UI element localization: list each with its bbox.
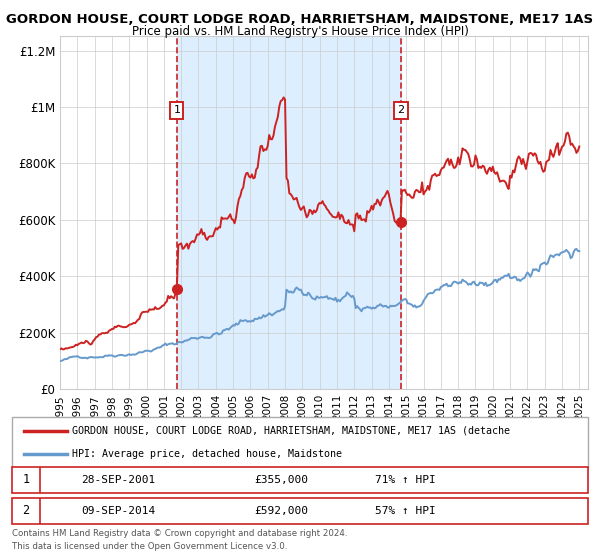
FancyBboxPatch shape xyxy=(12,417,588,468)
Text: 1: 1 xyxy=(22,473,29,487)
Text: 2: 2 xyxy=(22,504,29,517)
Text: HPI: Average price, detached house, Maidstone: HPI: Average price, detached house, Maid… xyxy=(73,449,343,459)
Text: Contains HM Land Registry data © Crown copyright and database right 2024.: Contains HM Land Registry data © Crown c… xyxy=(12,530,347,539)
Text: £592,000: £592,000 xyxy=(254,506,308,516)
Text: 57% ↑ HPI: 57% ↑ HPI xyxy=(375,506,436,516)
Text: £355,000: £355,000 xyxy=(254,475,308,485)
Text: GORDON HOUSE, COURT LODGE ROAD, HARRIETSHAM, MAIDSTONE, ME17 1AS (detache: GORDON HOUSE, COURT LODGE ROAD, HARRIETS… xyxy=(73,426,511,436)
Text: 28-SEP-2001: 28-SEP-2001 xyxy=(81,475,155,485)
Text: 09-SEP-2014: 09-SEP-2014 xyxy=(81,506,155,516)
Text: GORDON HOUSE, COURT LODGE ROAD, HARRIETSHAM, MAIDSTONE, ME17 1AS: GORDON HOUSE, COURT LODGE ROAD, HARRIETS… xyxy=(7,13,593,26)
Text: 71% ↑ HPI: 71% ↑ HPI xyxy=(375,475,436,485)
Text: This data is licensed under the Open Government Licence v3.0.: This data is licensed under the Open Gov… xyxy=(12,542,287,551)
Text: Price paid vs. HM Land Registry's House Price Index (HPI): Price paid vs. HM Land Registry's House … xyxy=(131,25,469,38)
Bar xyxy=(177,36,401,389)
FancyBboxPatch shape xyxy=(12,467,588,493)
FancyBboxPatch shape xyxy=(12,498,588,524)
Text: 2: 2 xyxy=(397,105,404,115)
Text: 1: 1 xyxy=(173,105,181,115)
